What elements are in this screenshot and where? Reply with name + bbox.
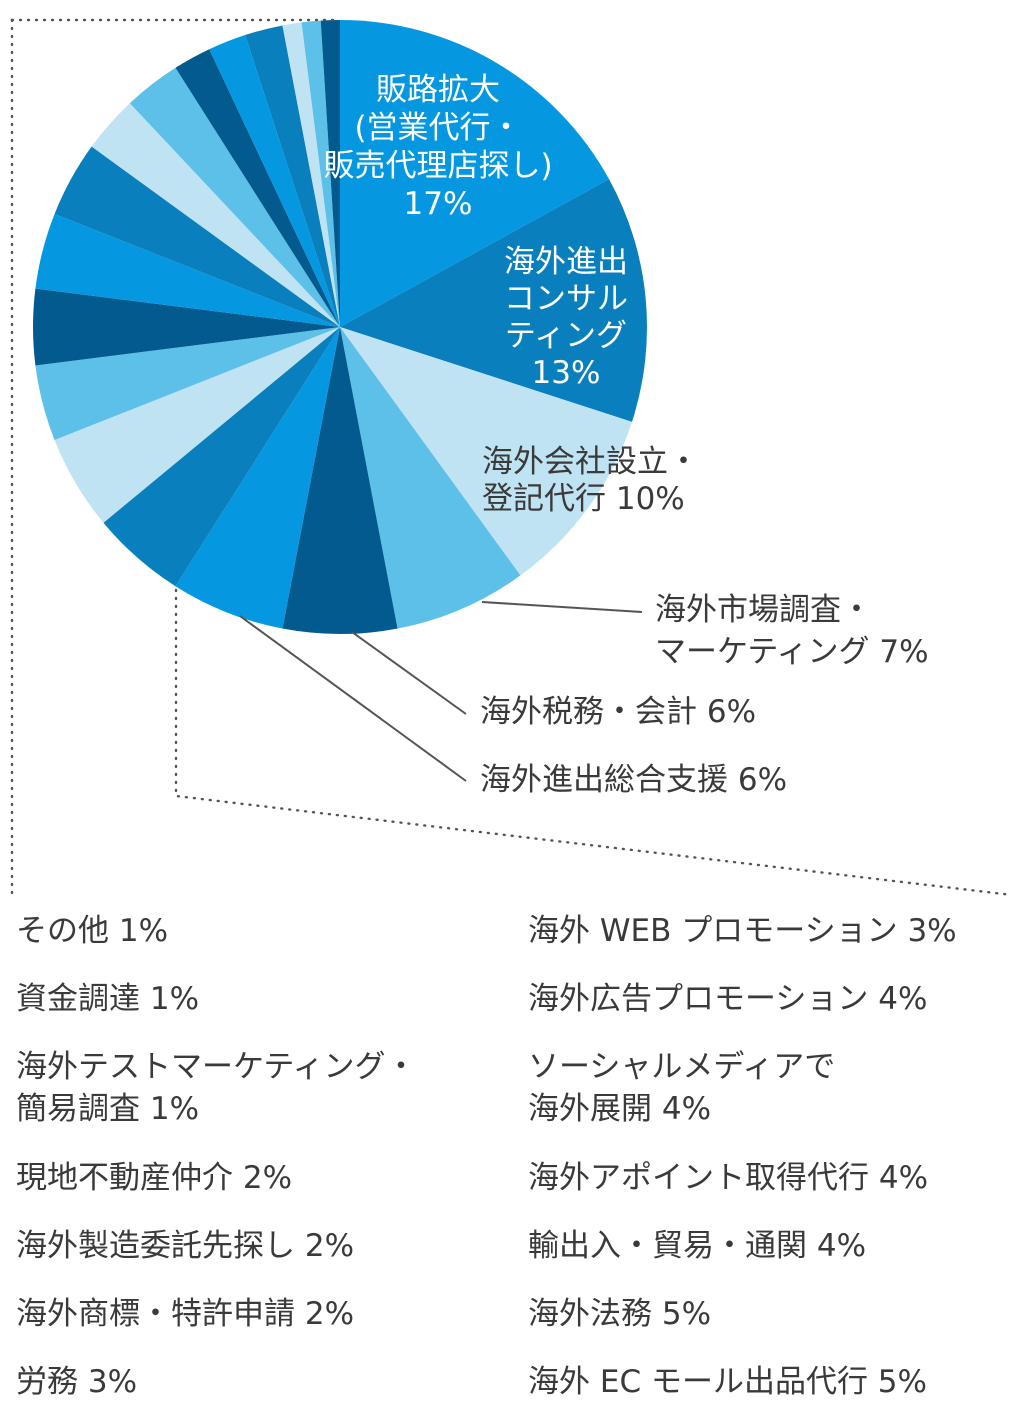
- chart-guides: [10, 18, 1014, 897]
- pie-slice-14: [175, 49, 340, 327]
- legend-item-legal: 海外法務 5%: [528, 1296, 712, 1332]
- legend-item-real-estate: 現地不動産仲介 2%: [16, 1160, 293, 1196]
- legend-item-manufacturing: 海外製造委託先探し 2%: [16, 1228, 355, 1264]
- legend-item-labor: 労務 3%: [16, 1364, 138, 1400]
- pie-slice-5: [175, 327, 340, 629]
- legend-item-other: その他 1%: [16, 913, 169, 949]
- slice-label-2: 海外会社設立・登記代行 10%: [482, 444, 699, 517]
- pie-slice-0: [340, 20, 610, 327]
- leader-line-3: [481, 601, 643, 613]
- pie-slice-13: [129, 67, 340, 327]
- legend-item-web-promotion: 海外 WEB プロモーション 3%: [528, 913, 957, 949]
- pie-slice-11: [54, 146, 341, 327]
- legend-item-trademark: 海外商標・特許申請 2%: [16, 1296, 355, 1332]
- pie-slice-7: [54, 327, 341, 523]
- pie-slice-4: [282, 327, 398, 634]
- pie-slice-18: [301, 20, 340, 328]
- legend-item-test-marketing: 海外テストマーケティング・ 簡易調査 1%: [16, 1049, 417, 1127]
- slice-label-3: 海外市場調査・マーケティング 7%: [655, 592, 929, 670]
- pie-slice-9: [32, 288, 340, 366]
- dotted-bracket-right: [174, 588, 1014, 897]
- pie-slice-10: [35, 213, 341, 327]
- pie-slice-2: [340, 327, 632, 576]
- leader-line-5: [239, 615, 467, 782]
- slice-labels: 販路拡大(営業代行・販売代理店探し) 17% 海外進出コンサルティング 13% 海外会社…: [323, 72, 928, 798]
- pie-slices: [32, 20, 647, 634]
- legend-item-social-media: ソーシャルメディアで 海外展開 4%: [528, 1049, 836, 1127]
- pie-slice-12: [91, 103, 340, 328]
- pie-slice-8: [35, 327, 341, 441]
- slice-label-1: 海外進出コンサルティング 13%: [504, 244, 628, 391]
- legend-item-ad-promotion: 海外広告プロモーション 4%: [528, 981, 928, 1017]
- pie-slice-17: [282, 22, 340, 327]
- pie-slice-15: [209, 35, 340, 327]
- slice-label-5: 海外進出総合支援 6%: [480, 762, 787, 798]
- pie-chart: 販路拡大(営業代行・販売代理店探し) 17% 海外進出コンサルティング 13% 海外会社…: [10, 18, 1014, 897]
- pie-slice-3: [340, 327, 521, 629]
- slice-label-4: 海外税務・会計 6%: [480, 694, 756, 730]
- legend-item-ec-mall: 海外 EC モール出品代行 5%: [528, 1364, 927, 1400]
- legend-item-fundraising: 資金調達 1%: [16, 981, 200, 1017]
- pie-slice-16: [245, 25, 340, 327]
- leader-line-4: [351, 631, 467, 715]
- pie-slice-1: [340, 179, 647, 422]
- legend-item-appointment: 海外アポイント取得代行 4%: [528, 1160, 929, 1196]
- slice-label-0: 販路拡大(営業代行・販売代理店探し) 17%: [323, 72, 552, 222]
- pie-slice-19: [320, 20, 340, 327]
- legend-item-trade: 輸出入・貿易・通関 4%: [528, 1228, 867, 1264]
- pie-slice-6: [103, 327, 340, 587]
